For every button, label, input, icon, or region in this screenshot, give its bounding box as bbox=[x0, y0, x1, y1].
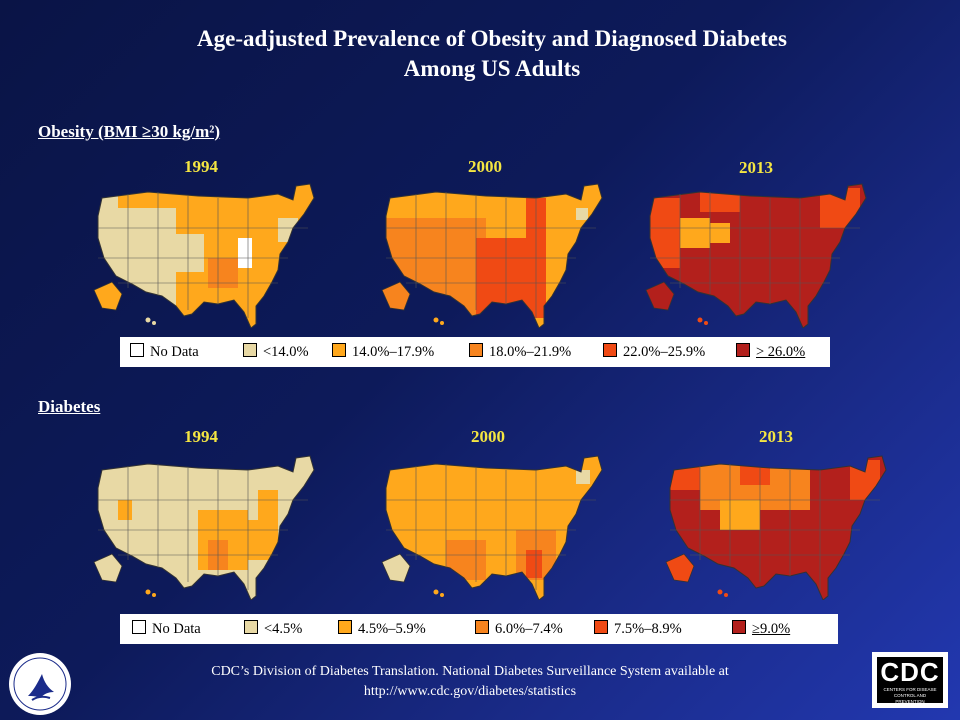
diabetes-map-2013 bbox=[665, 455, 887, 600]
level2-swatch bbox=[338, 620, 352, 634]
legend-label: <14.0% bbox=[263, 344, 309, 360]
cdc-logo-text: CDC bbox=[880, 657, 940, 687]
legend-item-3: 18.0%–21.9% bbox=[469, 343, 571, 361]
legend-label: 7.5%–8.9% bbox=[614, 621, 682, 637]
legend-label: 22.0%–25.9% bbox=[623, 344, 706, 360]
no-data-swatch bbox=[132, 620, 146, 634]
source-line-1: CDC’s Division of Diabetes Translation. … bbox=[211, 664, 729, 679]
diabetes-year-1994: 1994 bbox=[184, 427, 218, 446]
title-line-1: Age-adjusted Prevalence of Obesity and D… bbox=[197, 26, 787, 51]
diabetes-year-2013: 2013 bbox=[759, 427, 793, 446]
level1-swatch bbox=[243, 343, 257, 357]
diabetes-map-2000 bbox=[381, 455, 603, 600]
legend-item-5: ≥9.0% bbox=[732, 620, 790, 638]
legend-item-4: 7.5%–8.9% bbox=[594, 620, 682, 638]
level5-swatch bbox=[736, 343, 750, 357]
legend-label: ≥9.0% bbox=[752, 621, 791, 637]
legend-item-5: > 26.0% bbox=[736, 343, 805, 361]
legend-label: No Data bbox=[152, 621, 201, 637]
obesity-year-2013: 2013 bbox=[739, 158, 773, 177]
level2-swatch bbox=[332, 343, 346, 357]
diabetes-legend: No Data <4.5% 4.5%–5.9% 6.0%–7.4% 7.5%–8… bbox=[120, 614, 838, 644]
legend-label: <4.5% bbox=[264, 621, 303, 637]
level4-swatch bbox=[594, 620, 608, 634]
legend-label: 18.0%–21.9% bbox=[489, 344, 572, 360]
obesity-year-1994: 1994 bbox=[184, 157, 218, 176]
obesity-section-label: Obesity (BMI ≥30 kg/m²) bbox=[38, 122, 221, 141]
diabetes-section-label: Diabetes bbox=[38, 397, 101, 416]
level3-swatch bbox=[475, 620, 489, 634]
legend-item-no-data: No Data bbox=[132, 620, 201, 638]
hhs-logo-icon bbox=[9, 653, 71, 715]
source-url: http://www.cdc.gov/diabetes/statistics bbox=[363, 684, 577, 699]
legend-item-3: 6.0%–7.4% bbox=[475, 620, 563, 638]
diabetes-year-2000: 2000 bbox=[471, 427, 505, 446]
legend-item-2: 4.5%–5.9% bbox=[338, 620, 426, 638]
legend-label: > 26.0% bbox=[756, 344, 806, 360]
obesity-map-2000 bbox=[381, 183, 603, 328]
diabetes-map-1994 bbox=[93, 455, 315, 600]
legend-item-1: <14.0% bbox=[243, 343, 309, 361]
legend-label: No Data bbox=[150, 344, 199, 360]
cdc-logo-subtext: CENTERS FOR DISEASE CONTROL AND PREVENTI… bbox=[883, 687, 937, 704]
level4-swatch bbox=[603, 343, 617, 357]
source-footer: CDC’s Division of Diabetes Translation. … bbox=[0, 662, 940, 702]
legend-label: 14.0%–17.9% bbox=[352, 344, 435, 360]
cdc-logo: CDC CENTERS FOR DISEASE CONTROL AND PREV… bbox=[872, 652, 948, 708]
obesity-year-2000: 2000 bbox=[468, 157, 502, 176]
legend-label: 4.5%–5.9% bbox=[358, 621, 426, 637]
obesity-map-1994 bbox=[93, 183, 315, 328]
legend-item-2: 14.0%–17.9% bbox=[332, 343, 434, 361]
legend-item-4: 22.0%–25.9% bbox=[603, 343, 705, 361]
no-data-swatch bbox=[130, 343, 144, 357]
level3-swatch bbox=[469, 343, 483, 357]
slide-title: Age-adjusted Prevalence of Obesity and D… bbox=[0, 24, 960, 84]
legend-item-1: <4.5% bbox=[244, 620, 302, 638]
title-line-2: Among US Adults bbox=[403, 56, 581, 81]
legend-label: 6.0%–7.4% bbox=[495, 621, 563, 637]
level1-swatch bbox=[244, 620, 258, 634]
obesity-legend: No Data <14.0% 14.0%–17.9% 18.0%–21.9% 2… bbox=[120, 337, 830, 367]
level5-swatch bbox=[732, 620, 746, 634]
legend-item-no-data: No Data bbox=[130, 343, 199, 361]
obesity-map-2013 bbox=[645, 183, 867, 328]
